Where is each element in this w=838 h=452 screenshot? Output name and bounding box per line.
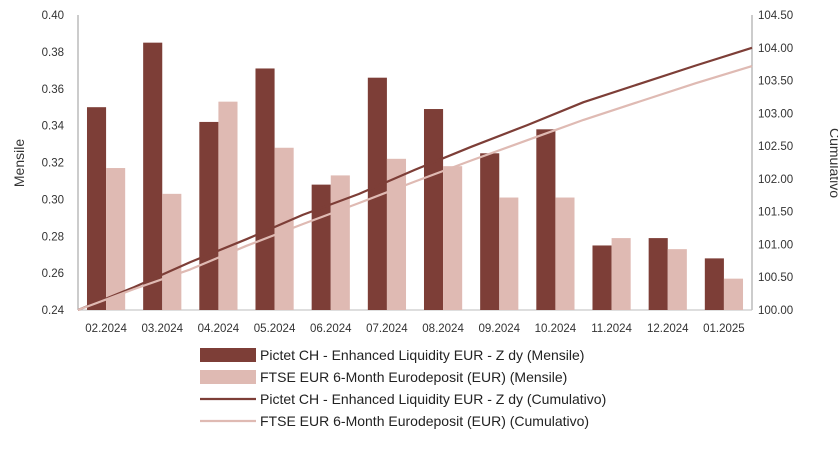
x-tick-label: 03.2024 bbox=[141, 323, 183, 335]
x-tick-label: 04.2024 bbox=[198, 323, 240, 335]
y2-tick-label: 100.50 bbox=[758, 272, 793, 284]
y-tick-label: 0.24 bbox=[42, 305, 65, 317]
y2-tick-label: 104.00 bbox=[758, 43, 793, 55]
x-tick-label: 12.2024 bbox=[647, 323, 689, 335]
y2-axis-title: Cumulativo bbox=[827, 128, 838, 198]
line-benchmark-cumulative bbox=[77, 65, 753, 312]
bar-fund bbox=[311, 184, 331, 310]
y-tick-label: 0.34 bbox=[42, 121, 65, 133]
bar-fund bbox=[423, 109, 444, 310]
y2-tick-label: 101.50 bbox=[758, 207, 793, 219]
x-tick-label: 11.2024 bbox=[591, 323, 632, 335]
axes bbox=[77, 15, 753, 311]
y-tick-label: 0.40 bbox=[42, 10, 64, 22]
legend: Pictet CH - Enhanced Liquidity EUR - Z d… bbox=[200, 347, 606, 429]
y2-tick-label: 104.50 bbox=[758, 10, 793, 22]
y-tick-label: 0.38 bbox=[42, 47, 64, 59]
bar-benchmark bbox=[555, 197, 575, 310]
y-tick-label: 0.36 bbox=[42, 84, 64, 96]
x-tick-label: 05.2024 bbox=[254, 323, 296, 335]
bar-fund bbox=[199, 121, 219, 310]
bar-benchmark bbox=[499, 197, 519, 310]
bar-benchmark bbox=[274, 147, 294, 310]
bar-fund bbox=[86, 107, 107, 310]
bar-benchmark bbox=[106, 168, 126, 310]
legend-label: Pictet CH - Enhanced Liquidity EUR - Z d… bbox=[260, 347, 584, 363]
bar-fund bbox=[255, 68, 275, 310]
bar-benchmark bbox=[162, 193, 182, 310]
x-tick-label: 08.2024 bbox=[422, 323, 464, 335]
x-tick-label: 06.2024 bbox=[310, 323, 352, 335]
legend-label: FTSE EUR 6-Month Eurodeposit (EUR) (Cumu… bbox=[260, 413, 589, 429]
x-tick-label: 01.2025 bbox=[703, 323, 745, 335]
bar-fund bbox=[480, 153, 500, 310]
y-tick-label: 0.28 bbox=[42, 231, 64, 243]
bar-fund bbox=[367, 77, 387, 310]
bar-fund bbox=[648, 238, 668, 310]
bar-benchmark bbox=[611, 238, 631, 310]
x-tick-label: 02.2024 bbox=[85, 323, 127, 335]
bar-benchmark bbox=[218, 101, 238, 310]
y2-tick-label: 102.00 bbox=[758, 174, 793, 186]
y-tick-label: 0.32 bbox=[42, 158, 64, 170]
bar-fund bbox=[592, 245, 612, 310]
legend-label: FTSE EUR 6-Month Eurodeposit (EUR) (Mens… bbox=[260, 369, 567, 385]
legend-label: Pictet CH - Enhanced Liquidity EUR - Z d… bbox=[260, 391, 606, 407]
y-tick-label: 0.26 bbox=[42, 268, 64, 280]
y2-tick-label: 103.00 bbox=[758, 108, 793, 120]
bar-benchmark bbox=[723, 278, 744, 310]
x-tick-label: 09.2024 bbox=[478, 323, 520, 335]
y2-tick-label: 100.00 bbox=[758, 305, 793, 317]
line-series-group bbox=[77, 46, 753, 312]
bar-benchmark bbox=[386, 158, 407, 310]
bar-benchmark bbox=[443, 166, 463, 310]
legend-swatch-bar bbox=[200, 370, 256, 384]
bar-fund bbox=[704, 258, 724, 310]
x-tick-label: 07.2024 bbox=[366, 323, 408, 335]
y-tick-label: 0.30 bbox=[42, 194, 64, 206]
y2-tick-label: 101.00 bbox=[758, 239, 793, 251]
x-tick-label: 10.2024 bbox=[535, 323, 577, 335]
bar-benchmark bbox=[667, 249, 687, 310]
bar-fund bbox=[143, 42, 163, 310]
bar-fund bbox=[536, 129, 556, 310]
bar-benchmark bbox=[330, 175, 350, 310]
line-fund-cumulative bbox=[77, 46, 753, 312]
tick-labels: 0.24 0.26 0.28 0.30 0.32 0.34 0.36 0.38 0.40 100.… bbox=[42, 10, 794, 335]
y2-tick-label: 103.50 bbox=[758, 76, 793, 88]
legend-swatch-bar bbox=[200, 348, 256, 362]
y2-tick-label: 102.50 bbox=[758, 141, 793, 153]
y-axis-title: Mensile bbox=[11, 139, 27, 187]
